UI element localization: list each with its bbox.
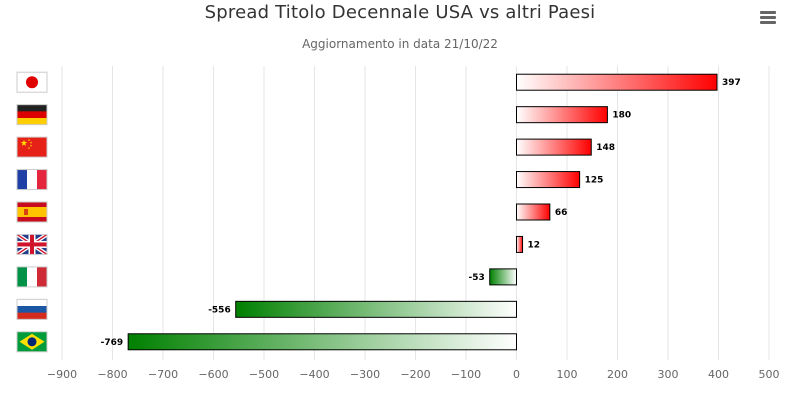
data-label: 180 <box>612 111 631 121</box>
data-label: 66 <box>555 208 568 218</box>
flag-japan-icon <box>16 71 48 93</box>
data-label: -53 <box>468 273 484 283</box>
bar-spain <box>516 203 551 221</box>
flag-united-kingdom-icon <box>15 232 49 257</box>
x-tick-label: 500 <box>759 368 780 381</box>
bar-russia <box>235 300 517 318</box>
x-tick-label: 0 <box>513 368 520 381</box>
x-tick-label: −900 <box>47 368 77 381</box>
flag-brazil-icon <box>16 331 48 353</box>
hamburger-icon-line <box>760 21 776 24</box>
chart-subtitle: Aggiornamento in data 21/10/22 <box>302 37 498 51</box>
x-tick-label: −400 <box>299 368 329 381</box>
flag-axis <box>15 71 49 353</box>
bar-japan <box>516 73 718 91</box>
flag-france-icon <box>16 169 48 191</box>
bar-italy <box>489 268 517 286</box>
flag-china-icon <box>16 136 48 158</box>
x-axis-ticks: −900 −800 −700 −600 −500 −400 −300 −200 −100 0 100… <box>47 368 780 381</box>
context-menu-button[interactable] <box>756 7 780 27</box>
x-tick-label: −100 <box>451 368 481 381</box>
hamburger-icon-line <box>760 16 776 19</box>
flag-spain-icon <box>16 201 48 223</box>
value-labels: 397 180 148 125 66 12 -53 -556 -769 <box>101 78 741 348</box>
x-tick-label: −500 <box>249 368 279 381</box>
data-label: 148 <box>596 143 615 153</box>
x-tick-label: 200 <box>607 368 628 381</box>
x-tick-label: −700 <box>148 368 178 381</box>
bar-germany <box>516 106 608 124</box>
flag-russia-icon <box>16 298 48 320</box>
x-tick-label: −300 <box>350 368 380 381</box>
x-tick-label: 300 <box>658 368 679 381</box>
hamburger-icon-line <box>760 11 776 14</box>
x-tick-label: −600 <box>198 368 228 381</box>
data-label: -556 <box>208 305 231 315</box>
flag-italy-icon <box>16 266 48 288</box>
chart-title: Spread Titolo Decennale USA vs altri Pae… <box>204 2 596 23</box>
flag-germany-icon <box>16 104 48 126</box>
data-label: 125 <box>585 176 604 186</box>
x-tick-label: 400 <box>708 368 729 381</box>
x-tick-label: −200 <box>400 368 430 381</box>
bar-china <box>516 138 592 156</box>
x-tick-label: 100 <box>557 368 578 381</box>
bar-united-kingdom <box>516 235 524 253</box>
bars <box>127 73 718 351</box>
data-label: -769 <box>101 338 124 348</box>
bar-france <box>516 171 581 189</box>
bar-brazil <box>127 333 517 351</box>
x-tick-label: −800 <box>97 368 127 381</box>
data-label: 12 <box>528 240 541 250</box>
data-label: 397 <box>722 78 741 88</box>
